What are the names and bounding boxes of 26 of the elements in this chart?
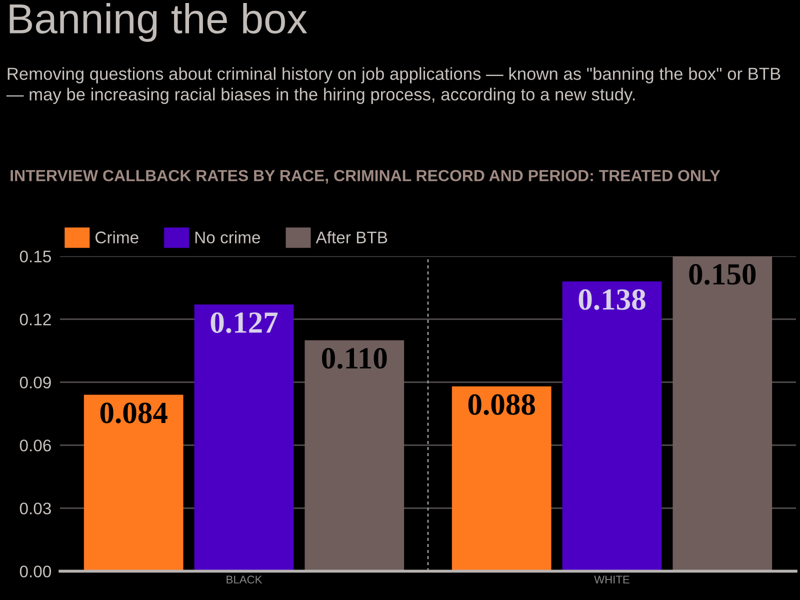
x-tick-label: BLACK: [226, 576, 262, 584]
bar: [672, 256, 772, 572]
y-tick-label: 0.00: [20, 566, 52, 578]
chart-title: Banning the box: [10, 3, 308, 42]
text: INTERVIEW CALLBACK RATES BY RACE, CRIMINAL RECORD AND PERIOD: TREATED ONLY: [10, 170, 720, 184]
data-label: 0.110: [322, 348, 387, 369]
chart-subtitle: Removing questions about criminal history on job applications — known as "banning the box" or BTB — may be increasing racial biases in the hiring process, according to a new study.: [6, 67, 780, 104]
bar: [84, 394, 184, 572]
y-tick-label: 0.12: [20, 314, 51, 326]
data-label: 0.088: [468, 394, 535, 415]
data-label: 0.150: [689, 264, 756, 285]
y-tick-label: 0.03: [20, 502, 51, 514]
x-tick-label: WHITE: [594, 576, 630, 584]
bar: [194, 304, 294, 572]
legend-label: After BTB: [316, 231, 388, 244]
bar: [452, 386, 552, 572]
data-label: 0.127: [210, 312, 278, 334]
legend-label: No crime: [195, 231, 260, 244]
y-tick-label: 0.09: [20, 376, 51, 388]
y-tick-label: 0.06: [20, 440, 51, 452]
y-tick-label: 0.15: [20, 250, 51, 262]
data-label: 0.138: [578, 289, 646, 310]
bar: [562, 281, 662, 572]
bar: [304, 340, 404, 572]
data-label: 0.084: [100, 402, 168, 424]
legend-label: Crime: [96, 231, 138, 244]
